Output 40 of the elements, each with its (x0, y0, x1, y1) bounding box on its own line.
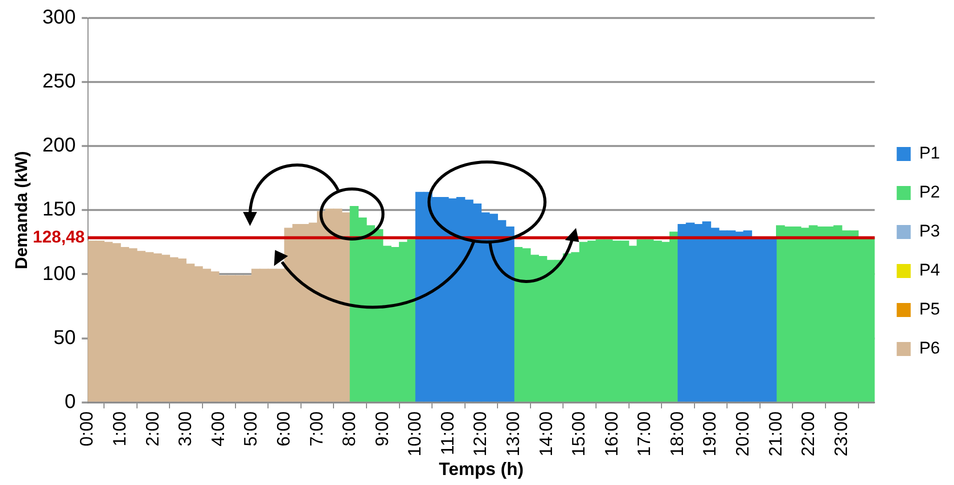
x-tick-label: 20:00 (732, 411, 753, 456)
x-tick-label: 6:00 (273, 411, 294, 446)
x-tick-label: 5:00 (240, 411, 261, 446)
x-tick-label: 16:00 (601, 411, 622, 456)
x-tick-label: 9:00 (372, 411, 392, 446)
x-tick-label: 18:00 (666, 411, 687, 456)
x-tick-label: 17:00 (634, 411, 654, 456)
x-tick-label: 4:00 (208, 411, 228, 446)
x-tick-label: 0:00 (76, 411, 97, 446)
x-tick-label: 14:00 (536, 411, 556, 456)
x-tick-label: 1:00 (110, 411, 130, 446)
x-tick-label: 21:00 (765, 411, 786, 456)
y-tick-label: 250 (42, 70, 76, 93)
y-tick-label: 200 (42, 134, 76, 157)
legend-label: P6 (919, 338, 940, 358)
x-tick-label: 13:00 (502, 411, 523, 456)
x-tick-label: 23:00 (830, 411, 851, 456)
y-tick-label: 50 (54, 326, 76, 349)
x-tick-label: 10:00 (404, 411, 425, 456)
y-axis-title: Demanda (kW) (12, 151, 31, 270)
x-tick-label: 7:00 (306, 411, 326, 446)
x-axis-title: Temps (h) (438, 459, 524, 480)
x-tick-label: 15:00 (568, 411, 589, 456)
legend-label: P3 (919, 222, 940, 241)
ref-line-label: 128,48 (32, 227, 85, 246)
x-tick-label: 22:00 (798, 411, 818, 456)
x-tick-label: 19:00 (700, 411, 720, 456)
y-tick-label: 0 (64, 390, 76, 413)
legend-label: P5 (919, 300, 940, 319)
legend-label: P1 (919, 144, 940, 163)
legend-label: P4 (919, 260, 940, 280)
y-tick-label: 100 (42, 262, 76, 285)
x-tick-label: 3:00 (175, 411, 196, 446)
legend-label: P2 (919, 182, 940, 202)
x-tick-label: 12:00 (470, 411, 490, 456)
x-tick-label: 11:00 (437, 411, 458, 456)
x-tick-label: 2:00 (142, 411, 162, 446)
y-tick-label: 150 (42, 198, 76, 221)
x-tick-label: 8:00 (339, 411, 360, 446)
y-tick-label: 300 (42, 6, 76, 29)
